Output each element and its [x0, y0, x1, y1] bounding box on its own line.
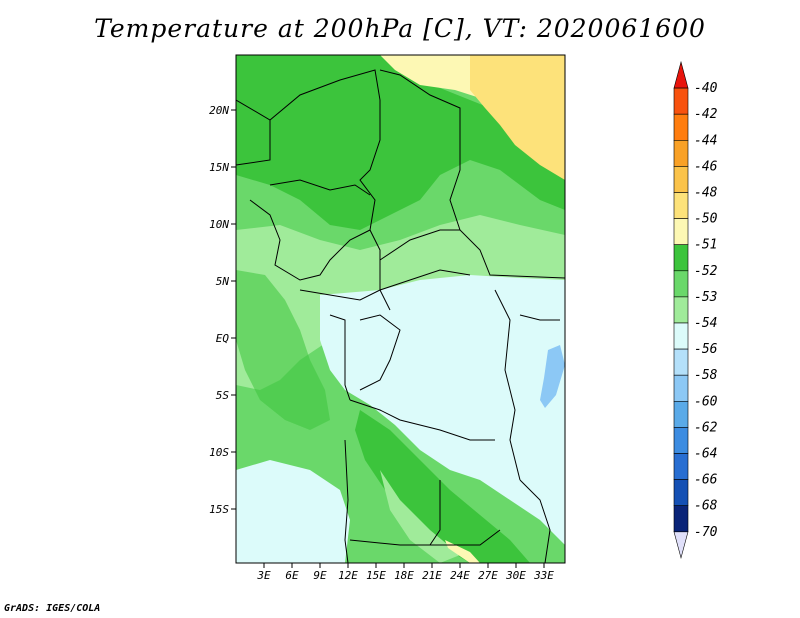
grads-credit: GrADS: IGES/COLA	[4, 603, 101, 614]
lat-tick-label: 15N	[209, 161, 229, 174]
lon-tick-label: 21E	[422, 569, 442, 582]
legend-color-box	[673, 218, 689, 246]
legend-level-label: -42	[694, 107, 718, 122]
legend-color-box	[673, 60, 689, 89]
lon-tick-label: 27E	[478, 569, 498, 582]
lat-tick-label: 5N	[216, 275, 230, 288]
legend-color-box	[673, 505, 689, 533]
lat-tick-label: 10N	[209, 218, 229, 231]
legend-color-box	[673, 296, 689, 324]
legend-color-box	[673, 322, 689, 350]
legend-color-box	[673, 192, 689, 219]
legend-color-box	[673, 348, 689, 376]
legend-color-box	[673, 479, 689, 507]
lon-tick-label: 12E	[338, 569, 358, 582]
country-borders	[236, 69, 565, 563]
legend-level-label: -48	[694, 186, 718, 201]
legend-level-label: -53	[694, 290, 717, 305]
color-legend: -40 -42 -44 -46 -48 -50 -51 -52 -53 -54 -56 -58 -60 -…	[673, 60, 718, 560]
legend-level-label: -60	[694, 394, 718, 409]
longitude-axis: 3E 6E 9E 12E 15E 18E 21E 24E 27E 30E 33E	[256, 563, 554, 582]
lon-tick-label: 9E	[313, 569, 327, 582]
map-title: Temperature at 200hPa [C], VT: 202006160…	[94, 14, 706, 43]
legend-color-box	[673, 87, 689, 115]
legend-color-box	[673, 400, 689, 428]
legend-color-box	[673, 453, 689, 480]
legend-level-label: -56	[694, 342, 718, 357]
legend-level-label: -50	[694, 212, 718, 227]
legend-color-box	[673, 244, 689, 272]
legend-level-label: -66	[694, 473, 718, 488]
lat-tick-label: EQ	[216, 332, 230, 345]
map-frame	[235, 54, 566, 564]
legend-level-label: -58	[694, 368, 718, 383]
lon-tick-label: 3E	[256, 569, 271, 582]
lon-tick-label: 33E	[533, 569, 554, 582]
legend-color-box	[673, 374, 689, 402]
legend-level-label: -54	[694, 316, 717, 331]
legend-level-label: -62	[694, 420, 718, 435]
lat-tick-label: 15S	[209, 503, 229, 516]
legend-level-label: -70	[694, 525, 718, 540]
temperature-field	[236, 55, 565, 563]
legend-level-label: -40	[694, 81, 718, 96]
lon-tick-label: 24E	[450, 569, 470, 582]
lon-tick-label: 18E	[394, 569, 414, 582]
lon-tick-label: 30E	[505, 569, 526, 582]
legend-color-box	[673, 140, 689, 167]
legend-level-label: -51	[694, 238, 717, 253]
legend-color-box	[673, 427, 689, 454]
lat-tick-label: 20N	[209, 104, 229, 117]
latitude-axis: 20N 15N 10N 5N EQ 5S 10S 15S	[209, 104, 236, 516]
legend-level-label: -64	[694, 447, 717, 462]
legend-color-box	[673, 113, 689, 141]
legend-color-box	[673, 166, 689, 193]
legend-level-label: -52	[694, 264, 718, 279]
lon-tick-label: 15E	[366, 569, 386, 582]
legend-level-label: -68	[694, 499, 718, 514]
legend-color-box	[673, 270, 689, 298]
legend-level-label: -46	[694, 159, 718, 174]
legend-color-box	[673, 531, 689, 560]
lon-tick-label: 6E	[285, 569, 299, 582]
lat-tick-label: 10S	[209, 446, 229, 459]
legend-level-label: -44	[694, 133, 717, 148]
lat-tick-label: 5S	[216, 389, 230, 402]
